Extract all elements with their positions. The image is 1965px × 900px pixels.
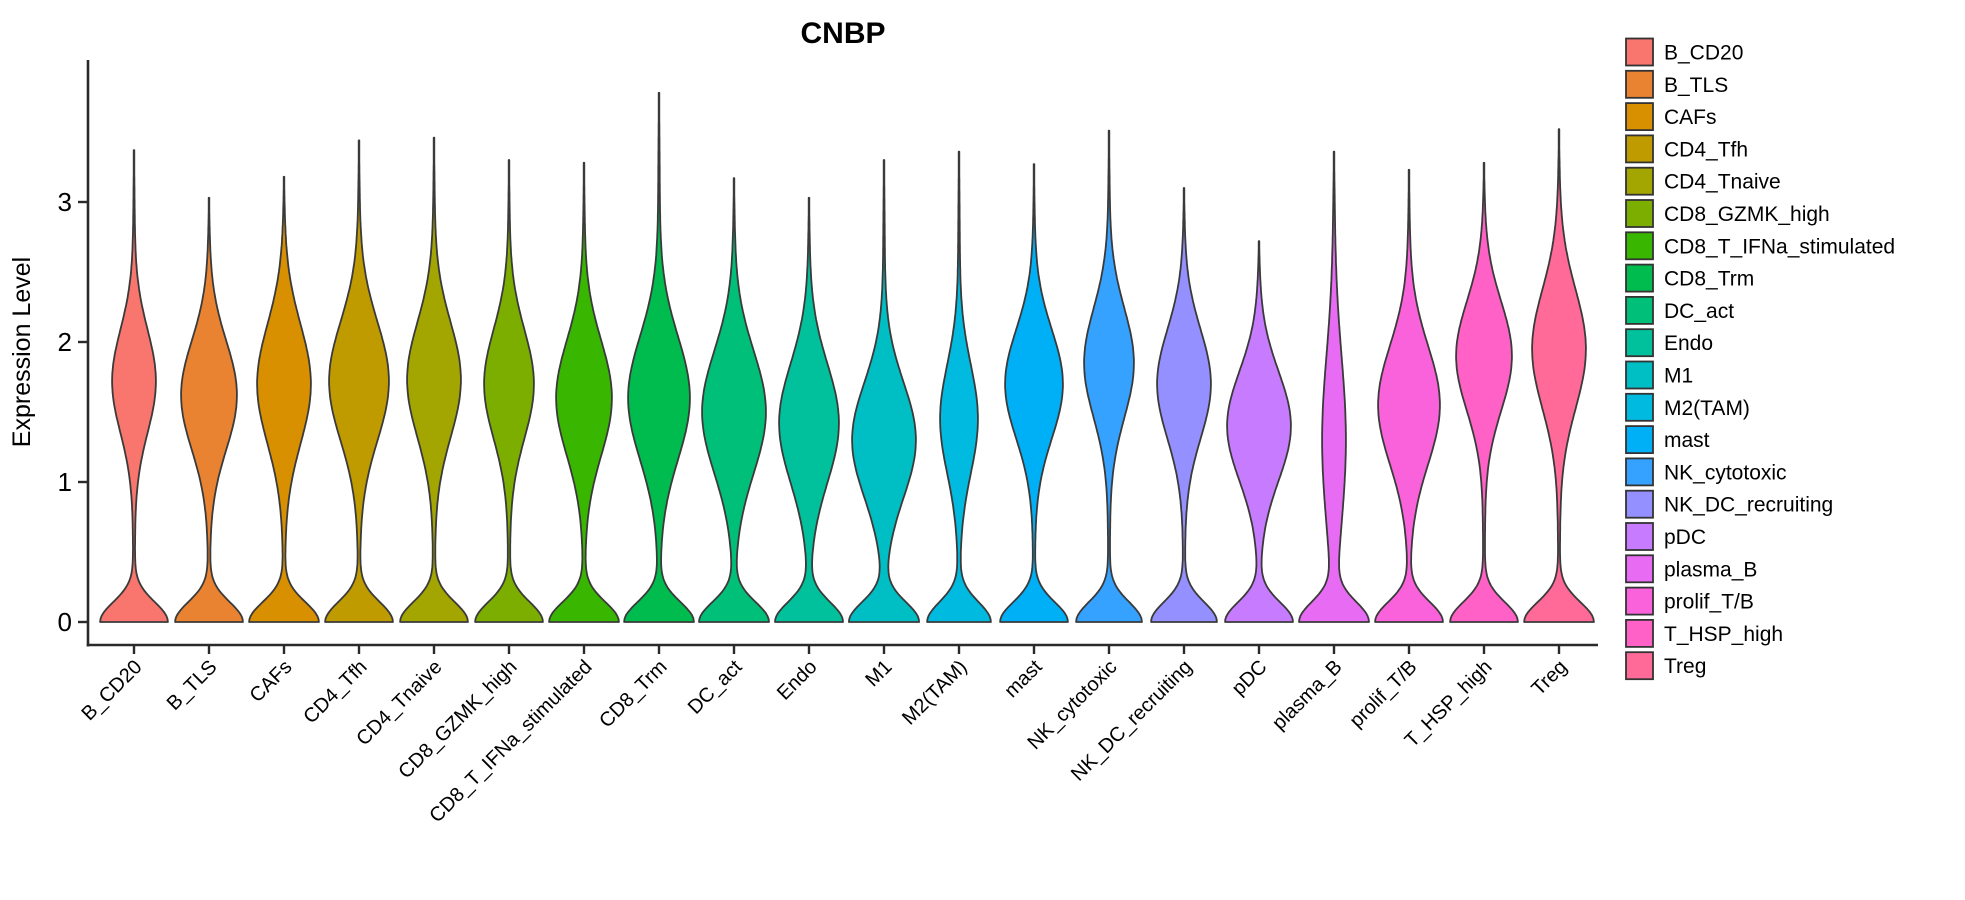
- x-category-label: mast: [1000, 656, 1047, 703]
- legend-swatch: [1625, 231, 1654, 261]
- legend-label: B_TLS: [1664, 74, 1728, 97]
- violins: [99, 91, 1595, 623]
- legend-swatch: [1625, 425, 1654, 455]
- legend-swatch: [1625, 489, 1654, 519]
- legend-label: pDC: [1664, 526, 1706, 549]
- legend-swatch: [1625, 263, 1654, 293]
- legend: B_CD20 B_TLS CAFs CD4_Tfh CD4_Tnaive CD8_GZMK…: [1625, 37, 1895, 681]
- legend-swatch: [1625, 102, 1654, 131]
- y-tick-label: 0: [58, 607, 72, 637]
- x-category-label: DC_act: [684, 656, 747, 719]
- x-category-label: B_TLS: [163, 656, 222, 715]
- axes: 0 1 2 3: [58, 60, 1598, 654]
- violin-CD4_Tfh: [324, 139, 394, 623]
- x-category-label: prolif_T/B: [1345, 656, 1421, 732]
- violin-CD8_Trm: [623, 91, 695, 623]
- legend-label: CD8_GZMK_high: [1664, 203, 1830, 226]
- x-category-label: pDC: [1228, 656, 1272, 700]
- legend-label: M1: [1664, 365, 1693, 388]
- legend-swatch: [1625, 554, 1654, 584]
- chart-title: CNBP: [800, 17, 885, 50]
- violin-NK_cytotoxic: [1075, 129, 1143, 623]
- violin-NK_DC_recruiting: [1150, 187, 1218, 623]
- x-category-label: M2(TAM): [898, 656, 971, 729]
- legend-swatch: [1625, 295, 1654, 325]
- violin-CD8_GZMK_high: [474, 159, 544, 623]
- x-category-label: Endo: [773, 656, 822, 705]
- x-category-label: Treg: [1527, 656, 1571, 700]
- legend-swatch: [1625, 392, 1654, 422]
- legend-label: Treg: [1664, 655, 1706, 678]
- legend-label: prolif_T/B: [1664, 591, 1754, 614]
- legend-label: NK_DC_recruiting: [1664, 494, 1833, 517]
- legend-label: CAFs: [1664, 106, 1717, 129]
- x-axis-labels: B_CD20 B_TLS CAFs CD4_TfhCD4_TnaiveCD8_GZMK…: [78, 656, 1572, 827]
- legend-swatch: [1625, 199, 1654, 228]
- violin-M1: [848, 159, 920, 623]
- violin-pDC: [1224, 240, 1294, 623]
- legend-label: DC_act: [1664, 300, 1734, 323]
- violin-plasma_B: [1298, 150, 1370, 623]
- x-category-label: CD8_Trm: [595, 656, 671, 732]
- violin-Endo: [774, 196, 844, 623]
- legend-label: mast: [1664, 429, 1710, 452]
- legend-swatch: [1625, 166, 1654, 196]
- x-category-label: B_CD20: [78, 656, 147, 725]
- y-tick-label: 1: [58, 467, 72, 497]
- x-category-label: CAFs: [246, 656, 297, 707]
- x-category-label: CD4_Tfh: [299, 656, 371, 728]
- violin-CD4_Tnaive: [399, 136, 469, 623]
- legend-swatch: [1625, 360, 1654, 390]
- y-axis-title: Expression Level: [8, 257, 36, 447]
- legend-swatch: [1625, 619, 1654, 648]
- legend-label: B_CD20: [1664, 42, 1743, 65]
- legend-label: CD8_Trm: [1664, 268, 1754, 291]
- legend-swatch: [1625, 522, 1654, 551]
- legend-swatch: [1625, 69, 1654, 99]
- violin-Treg: [1523, 128, 1595, 623]
- legend-label: T_HSP_high: [1664, 623, 1783, 646]
- legend-label: M2(TAM): [1664, 397, 1750, 420]
- legend-label: NK_cytotoxic: [1664, 461, 1787, 484]
- legend-swatch: [1625, 586, 1654, 616]
- legend-label: Endo: [1664, 332, 1713, 355]
- y-tick-label: 3: [58, 187, 72, 217]
- x-category-label: M1: [861, 656, 896, 691]
- legend-label: CD8_T_IFNa_stimulated: [1664, 235, 1895, 258]
- x-category-label: plasma_B: [1268, 656, 1346, 734]
- legend-swatch: [1625, 134, 1654, 164]
- violin-B_TLS: [174, 196, 244, 623]
- legend-label: plasma_B: [1664, 558, 1757, 581]
- legend-swatch: [1625, 328, 1654, 358]
- legend-label: CD4_Tfh: [1664, 138, 1748, 161]
- violin-B_CD20: [99, 149, 169, 623]
- violin-CAFs: [248, 175, 320, 623]
- violin-mast: [999, 163, 1069, 623]
- y-tick-label: 2: [58, 327, 72, 357]
- violin-T_HSP_high: [1449, 161, 1519, 623]
- violin-DC_act: [698, 177, 770, 623]
- violin-M2(TAM): [926, 150, 992, 623]
- legend-swatch: [1625, 457, 1654, 487]
- legend-label: CD4_Tnaive: [1664, 171, 1781, 194]
- violin-CD8_T_IFNa_stimulated: [548, 161, 620, 623]
- legend-swatch: [1625, 37, 1654, 67]
- legend-swatch: [1625, 651, 1654, 681]
- violin-prolif_T/B: [1374, 168, 1444, 623]
